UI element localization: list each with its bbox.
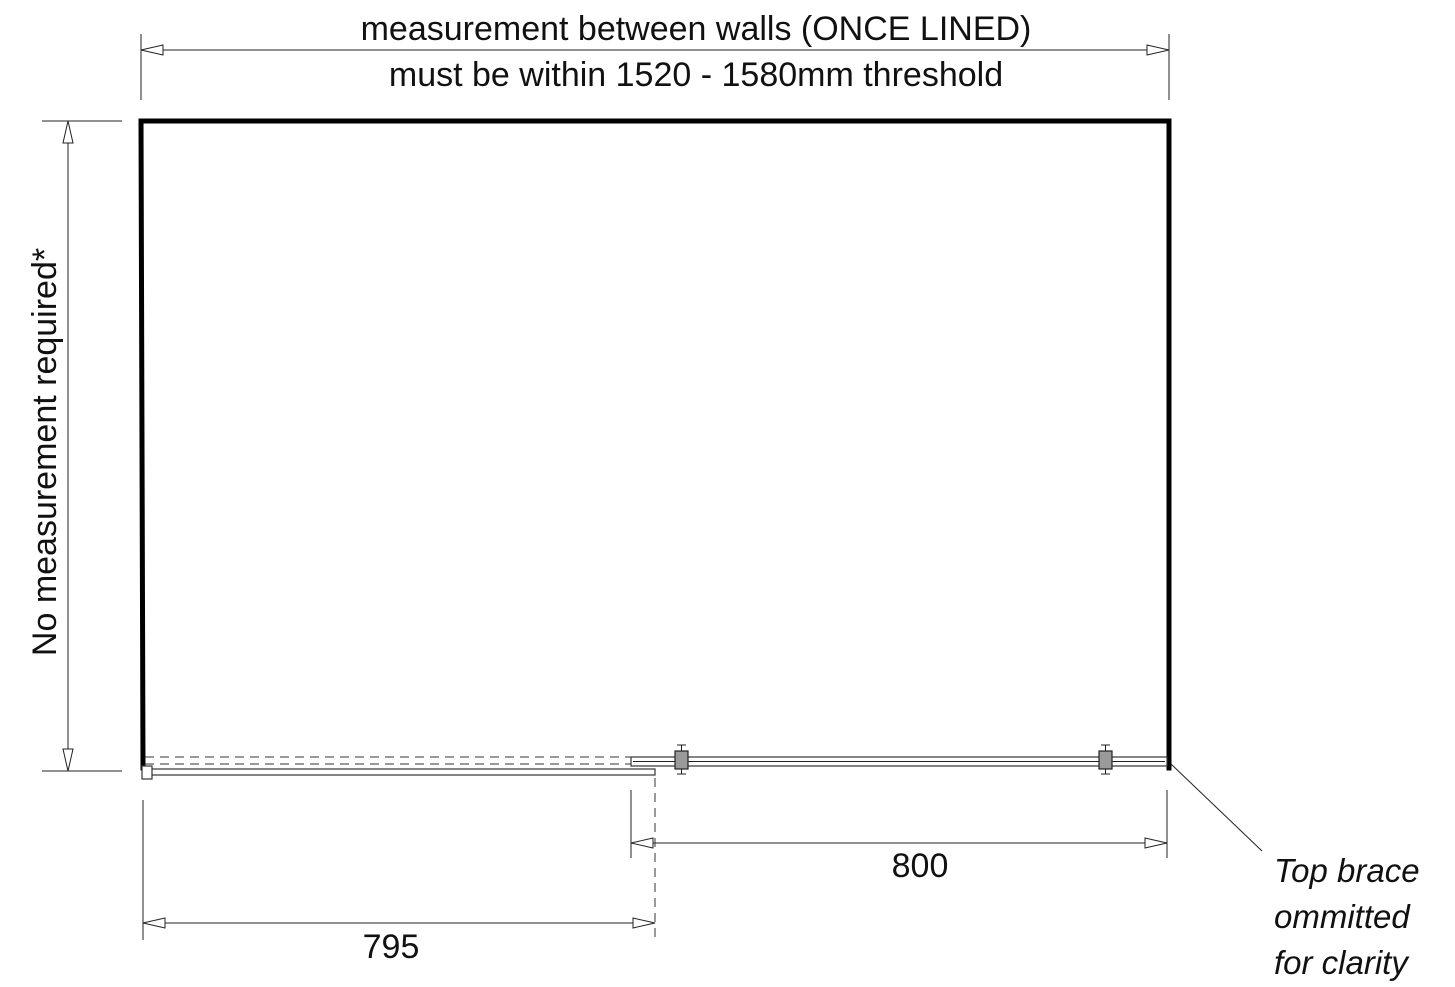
top-arrow-right xyxy=(1146,44,1170,56)
note-line-3: for clarity xyxy=(1274,944,1410,981)
top-brace-note: Top brace ommitted for clarity xyxy=(1170,763,1420,981)
dimension-800: 800 xyxy=(630,790,1168,885)
top-dimension-label-line1: measurement between walls (ONCE LINED) xyxy=(361,10,1032,48)
dim-795-arrow-left xyxy=(142,917,166,929)
side-arrow-top xyxy=(62,120,74,144)
dimension-795: 795 xyxy=(142,778,656,966)
note-leader-line xyxy=(1170,763,1263,852)
note-line-2: ommitted xyxy=(1274,898,1411,935)
top-dimension: measurement between walls (ONCE LINED) m… xyxy=(140,10,1170,100)
wall-channel xyxy=(141,765,153,780)
roller-right xyxy=(1098,744,1113,775)
roller-right-body xyxy=(1098,750,1113,770)
dim-800-arrow-left xyxy=(630,837,654,849)
top-arrow-left xyxy=(140,44,164,56)
glass-assembly xyxy=(141,744,1168,780)
note-line-1: Top brace xyxy=(1274,852,1420,889)
dim-800-label: 800 xyxy=(892,847,949,885)
wall-outline xyxy=(138,118,1172,771)
dim-800-arrow-right xyxy=(1144,837,1168,849)
dim-795-label: 795 xyxy=(363,928,420,966)
roller-left xyxy=(674,744,689,775)
walls xyxy=(138,118,1172,771)
side-dimension: No measurement required* xyxy=(26,120,122,772)
side-dimension-label: No measurement required* xyxy=(26,248,64,656)
dim-795-arrow-right xyxy=(632,917,656,929)
roller-left-body xyxy=(674,750,689,770)
side-arrow-bottom xyxy=(62,748,74,772)
fixed-panel xyxy=(145,768,656,776)
top-dimension-label-line2: must be within 1520 - 1580mm threshold xyxy=(389,56,1003,94)
